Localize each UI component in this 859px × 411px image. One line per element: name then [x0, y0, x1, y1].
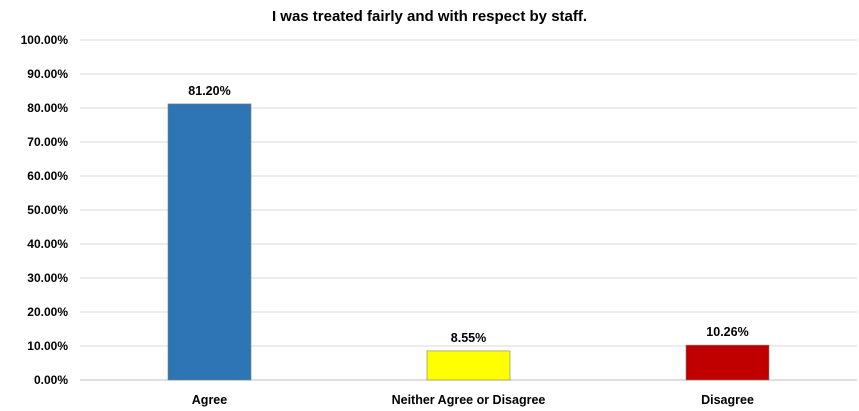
y-tick-label: 10.00%	[27, 339, 68, 353]
chart-title: I was treated fairly and with respect by…	[271, 8, 588, 25]
y-tick-label: 80.00%	[27, 101, 68, 115]
bar	[426, 350, 511, 381]
y-tick-label: 20.00%	[27, 305, 68, 319]
y-tick-label: 0.00%	[34, 373, 68, 387]
x-tick-label: Disagree	[701, 393, 754, 407]
x-tick-label: Agree	[192, 393, 227, 407]
y-tick-label: 30.00%	[27, 271, 68, 285]
y-tick-label: 90.00%	[27, 67, 68, 81]
bar	[167, 103, 252, 381]
y-tick-label: 60.00%	[27, 169, 68, 183]
x-tick-label: Neither Agree or Disagree	[392, 393, 546, 407]
y-tick-label: 70.00%	[27, 135, 68, 149]
y-tick-label: 40.00%	[27, 237, 68, 251]
data-label: 81.20%	[188, 84, 230, 98]
data-label: 10.26%	[706, 325, 748, 339]
y-tick-label: 50.00%	[27, 203, 68, 217]
y-tick-label: 100.00%	[21, 33, 69, 47]
bar	[685, 344, 770, 381]
data-label: 8.55%	[451, 331, 486, 345]
